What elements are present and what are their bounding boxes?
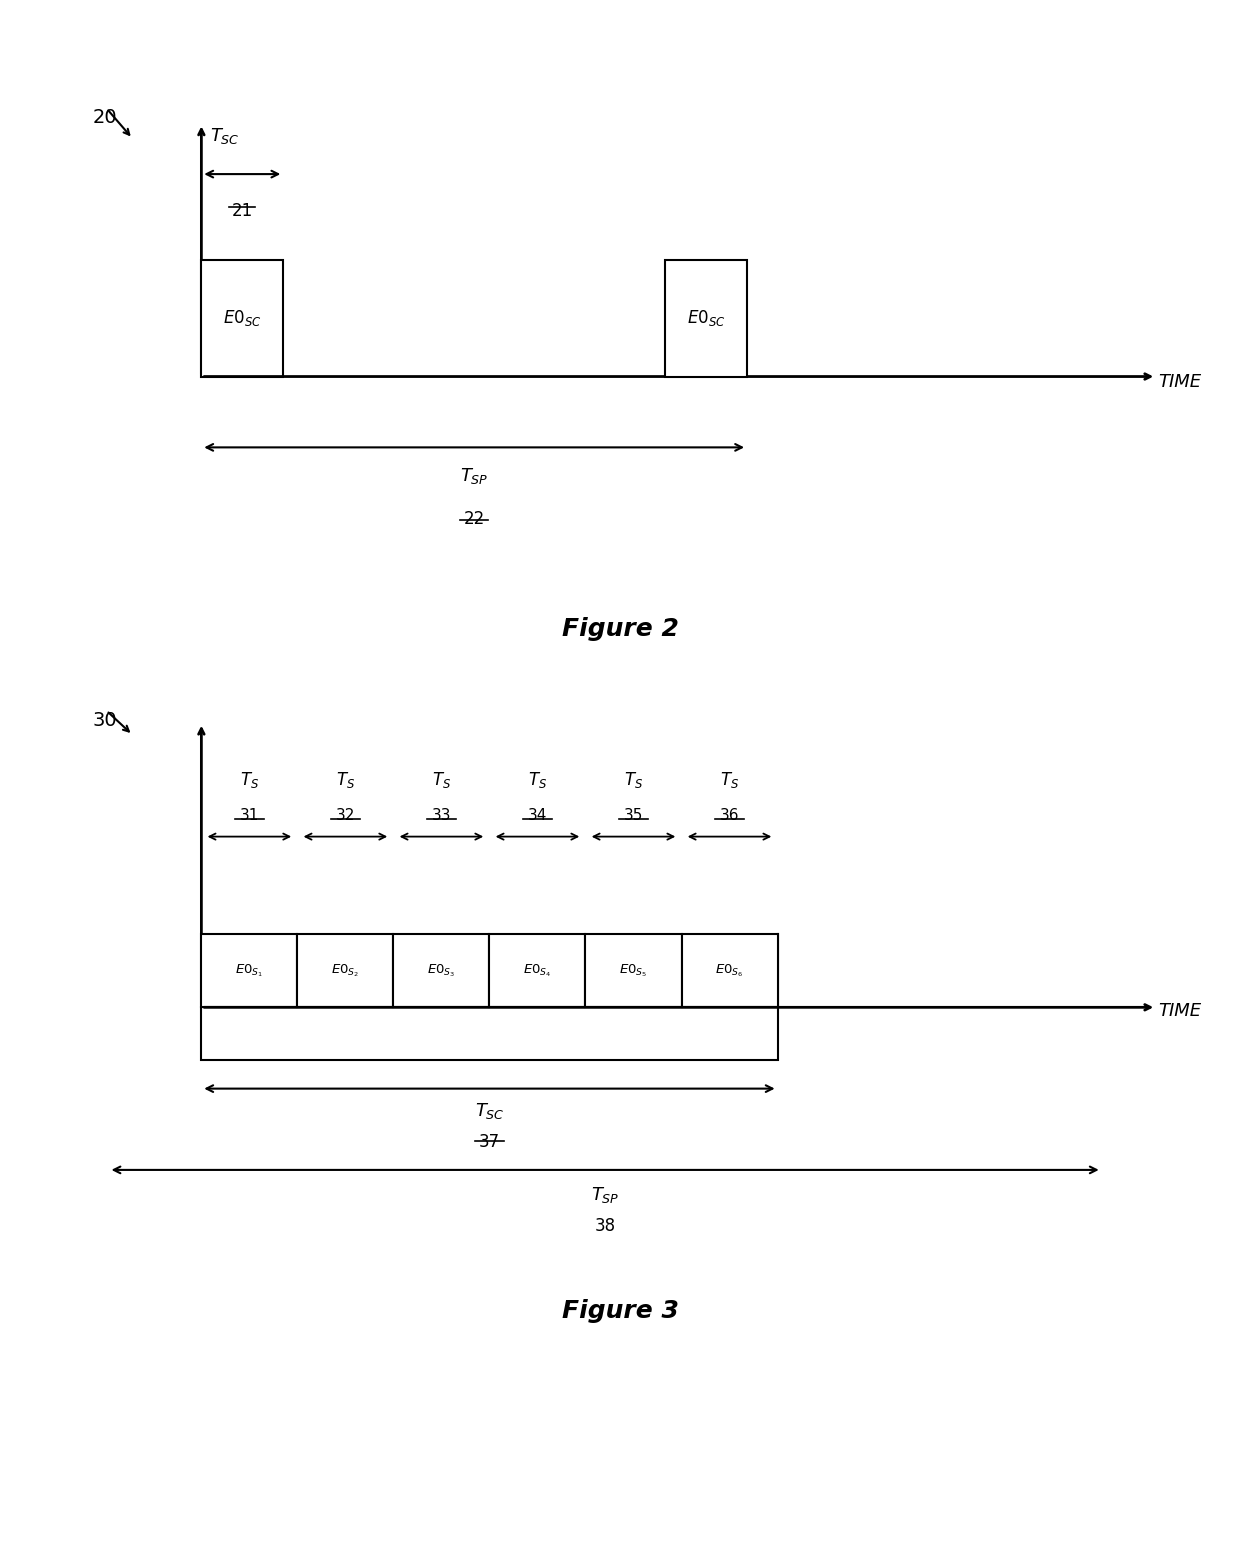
Text: TIME: TIME bbox=[1158, 372, 1202, 391]
Text: 35: 35 bbox=[624, 809, 644, 823]
Text: Figure 3: Figure 3 bbox=[562, 1299, 678, 1324]
Text: 32: 32 bbox=[336, 809, 355, 823]
Text: $E0_{S_4}$: $E0_{S_4}$ bbox=[523, 962, 552, 979]
Bar bbox=[393, 934, 490, 1007]
Text: 20: 20 bbox=[92, 109, 117, 127]
Text: $E0_{S_5}$: $E0_{S_5}$ bbox=[619, 962, 647, 979]
Bar bbox=[298, 934, 393, 1007]
Text: $E0_{S_1}$: $E0_{S_1}$ bbox=[236, 962, 264, 979]
Text: $T_{SC}$: $T_{SC}$ bbox=[475, 1100, 505, 1121]
Bar bbox=[201, 261, 283, 377]
Text: 21: 21 bbox=[232, 202, 253, 220]
Text: $T_S$: $T_S$ bbox=[336, 770, 355, 790]
Text: $T_S$: $T_S$ bbox=[239, 770, 259, 790]
Text: $T_S$: $T_S$ bbox=[720, 770, 739, 790]
Text: $E0_{S_2}$: $E0_{S_2}$ bbox=[331, 962, 360, 979]
Text: $T_{SP}$: $T_{SP}$ bbox=[590, 1184, 620, 1204]
Text: 22: 22 bbox=[464, 511, 485, 528]
Bar bbox=[665, 261, 746, 377]
Text: $E0_{S_6}$: $E0_{S_6}$ bbox=[715, 962, 744, 979]
Text: $E0_{SC}$: $E0_{SC}$ bbox=[687, 309, 725, 329]
Text: Figure 2: Figure 2 bbox=[562, 616, 678, 641]
Text: 31: 31 bbox=[239, 809, 259, 823]
Text: 33: 33 bbox=[432, 809, 451, 823]
Text: $E0_{SC}$: $E0_{SC}$ bbox=[223, 309, 262, 329]
Text: 30: 30 bbox=[92, 711, 117, 729]
Text: TIME: TIME bbox=[1158, 1003, 1202, 1020]
Bar bbox=[490, 934, 585, 1007]
Text: 34: 34 bbox=[528, 809, 547, 823]
Bar bbox=[201, 1007, 777, 1060]
Text: $T_S$: $T_S$ bbox=[528, 770, 547, 790]
Bar bbox=[585, 934, 682, 1007]
Text: $T_{SP}$: $T_{SP}$ bbox=[460, 466, 489, 486]
Text: 37: 37 bbox=[479, 1133, 500, 1152]
Text: 38: 38 bbox=[594, 1217, 616, 1235]
Bar bbox=[201, 934, 298, 1007]
Text: $T_S$: $T_S$ bbox=[432, 770, 451, 790]
Text: $E0_{S_3}$: $E0_{S_3}$ bbox=[428, 962, 455, 979]
Text: $T_{SC}$: $T_{SC}$ bbox=[210, 126, 239, 146]
Bar bbox=[682, 934, 777, 1007]
Text: 36: 36 bbox=[719, 809, 739, 823]
Text: $T_S$: $T_S$ bbox=[624, 770, 644, 790]
